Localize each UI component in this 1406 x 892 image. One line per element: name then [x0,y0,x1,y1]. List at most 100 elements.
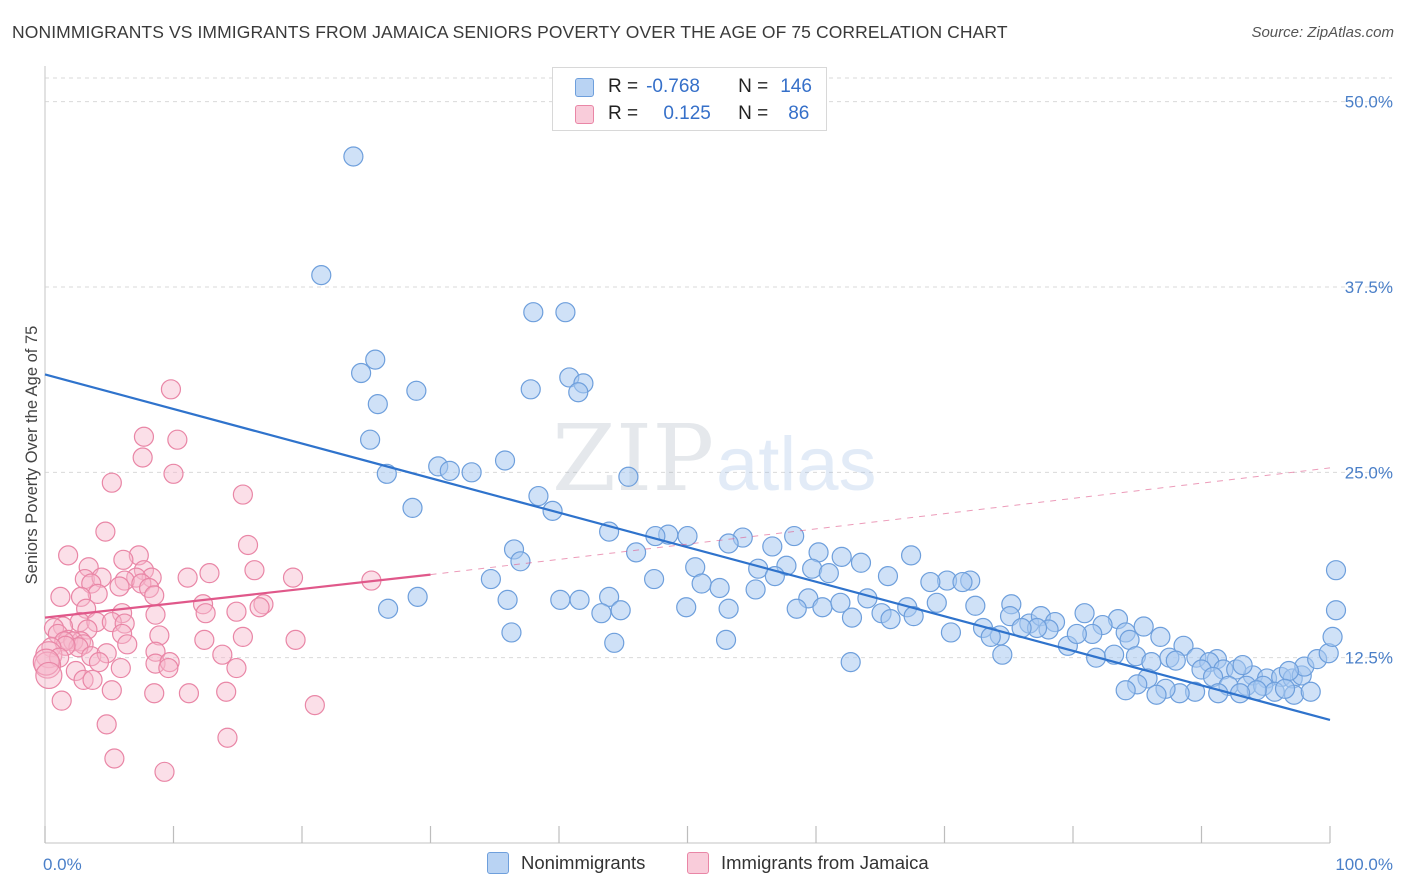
data-point-immigrants [194,629,215,650]
data-point-immigrants [50,586,71,607]
data-point-immigrants [111,623,133,645]
data-point-nonimmigrants [501,622,522,643]
data-point-immigrants [160,379,182,400]
data-point-nonimmigrants [1165,650,1186,671]
data-point-nonimmigrants [1246,680,1267,701]
data-point-immigrants [95,521,116,542]
data-point-nonimmigrants [831,546,852,567]
data-point-nonimmigrants [1300,681,1321,702]
data-point-nonimmigrants [952,571,973,593]
legend-item-immigrants: Immigrants from Jamaica [687,852,929,874]
data-point-nonimmigrants [625,542,647,563]
data-point-nonimmigrants [1104,644,1125,665]
y-axis-label: Seniors Poverty Over the Age of 75 [23,326,41,585]
data-point-immigrants [158,657,179,679]
data-point-nonimmigrants [343,146,364,167]
data-point-nonimmigrants [1208,683,1229,704]
data-point-immigrants [232,484,253,505]
data-point-immigrants [217,727,238,748]
data-point-nonimmigrants [718,533,739,554]
data-point-immigrants [167,429,188,450]
data-point-nonimmigrants [1322,626,1343,648]
data-point-immigrants [104,748,125,769]
data-point-nonimmigrants [718,598,739,619]
data-point-nonimmigrants [480,568,501,590]
data-point-nonimmigrants [510,551,531,572]
y-tick-label: 50.0% [1345,93,1393,112]
data-point-nonimmigrants [1066,623,1087,645]
series-immigrants-points [32,379,382,782]
data-point-nonimmigrants [1146,684,1167,705]
data-point-nonimmigrants [406,380,427,401]
data-point-nonimmigrants [840,652,861,673]
data-point-immigrants [163,463,184,484]
data-point-immigrants [285,629,306,650]
data-point-nonimmigrants [965,595,986,616]
data-point-nonimmigrants [830,592,851,613]
data-point-immigrants [232,626,253,648]
data-point-nonimmigrants [920,571,941,593]
data-point-nonimmigrants [351,362,372,384]
data-point-immigrants [304,695,325,716]
data-point-immigrants [177,567,198,588]
legend-row-immigrants: R = 0.125 N = 86 [575,102,809,126]
data-point-nonimmigrants [528,485,549,507]
data-point-nonimmigrants [1278,660,1299,682]
data-point-immigrants [226,657,247,679]
data-point-immigrants [109,576,130,597]
data-point-immigrants [195,603,216,624]
data-point-immigrants [101,472,122,493]
data-point-immigrants [51,690,72,711]
data-point-immigrants [96,714,117,735]
data-point-nonimmigrants [360,429,381,450]
data-point-immigrants [70,586,92,607]
data-point-nonimmigrants [940,622,962,643]
legend-swatch-blue [487,852,509,874]
legend-n-label: N = [738,76,769,97]
data-point-immigrants [244,560,265,581]
data-point-immigrants [43,617,65,639]
data-point-immigrants [237,534,259,556]
data-point-immigrants [199,563,220,584]
data-point-immigrants [178,683,200,704]
data-point-nonimmigrants [1133,616,1154,637]
data-point-nonimmigrants [900,545,922,566]
data-point-immigrants [144,683,165,704]
x-tick-label: 0.0% [43,855,82,874]
data-point-nonimmigrants [676,597,697,618]
legend-n-value: 86 [788,103,810,124]
legend-swatch-pink [575,104,594,124]
legend-r-label: R = [608,76,639,97]
legend-r-value: -0.768 [646,76,700,97]
data-point-nonimmigrants [555,302,576,323]
data-point-nonimmigrants [365,349,386,370]
data-point-nonimmigrants [1325,600,1347,621]
data-point-nonimmigrants [926,592,947,613]
data-point-immigrants [253,594,274,615]
stats-legend: R = -0.768 N = 146 R = 0.125 N = 86 [552,67,827,131]
data-point-nonimmigrants [497,589,518,610]
data-point-nonimmigrants [709,577,730,599]
legend-swatch-blue [575,77,594,97]
legend-swatch-pink [687,852,709,874]
data-point-nonimmigrants [1325,560,1347,581]
data-point-nonimmigrants [377,598,399,619]
data-point-nonimmigrants [1115,680,1136,701]
data-point-nonimmigrants [376,463,397,484]
data-point-nonimmigrants [569,589,590,610]
data-point-nonimmigrants [439,460,460,481]
legend-n-label: N = [738,103,769,124]
data-point-immigrants [154,761,175,782]
chart-title: NONIMMIGRANTS VS IMMIGRANTS FROM JAMAICA… [12,22,1008,42]
data-point-nonimmigrants [604,632,625,653]
data-point-immigrants [226,601,247,622]
data-point-nonimmigrants [903,606,924,627]
watermark-atlas: atlas [716,422,877,507]
data-point-nonimmigrants [1274,678,1296,699]
data-point-nonimmigrants [643,568,665,590]
data-point-nonimmigrants [461,462,482,483]
data-point-nonimmigrants [784,525,805,547]
legend-row-nonimmigrants: R = -0.768 N = 146 [575,75,812,99]
data-point-nonimmigrants [786,598,807,619]
data-point-immigrants [113,549,134,570]
